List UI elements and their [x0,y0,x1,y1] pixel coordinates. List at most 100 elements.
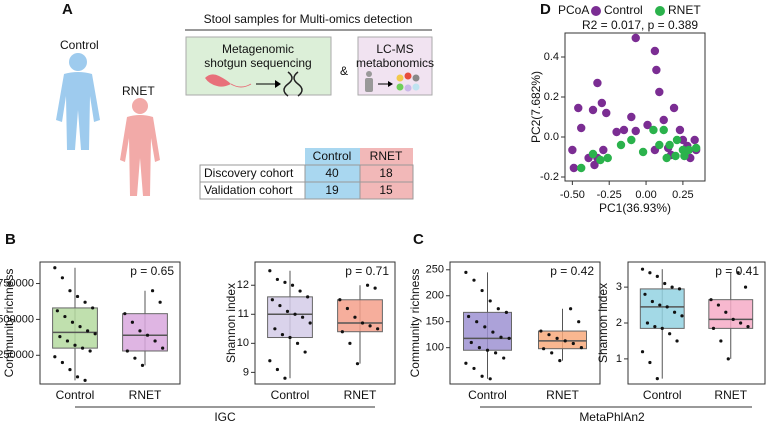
point [577,320,581,324]
point [68,289,72,293]
point [653,324,657,329]
point [73,343,77,347]
y-tick-label: -0.2 [540,171,559,183]
point [655,377,659,381]
point [675,339,679,343]
point [275,277,279,282]
point [663,281,667,286]
y-tick-label: 750000 [0,277,34,289]
y-tick-label: 250 [426,264,444,276]
point [648,360,652,365]
label: Control [60,38,99,52]
box [267,296,313,339]
group-label: MetaPhlAn2 [579,410,645,424]
point [278,303,282,308]
y-tick-label: 9 [243,366,249,378]
dna-icon [283,71,303,97]
point [306,295,310,299]
group-label: IGC [214,410,236,424]
cohort-table: Control RNET Discovery cohort 40 18 Vali… [199,148,414,200]
table-text: Discovery cohort [204,166,294,180]
point [338,298,342,302]
point [469,340,473,345]
point [669,103,679,113]
point [308,321,312,325]
y-tick-label: 250000 [0,349,34,361]
point [86,329,90,333]
point [496,307,500,311]
table-cell [359,181,414,200]
point [571,341,575,346]
point [301,315,305,319]
table-text: 40 [325,166,339,180]
point [68,368,72,372]
point [283,376,287,380]
x-tick-label: RNET [129,388,162,402]
x-tick-label: RNET [714,388,747,402]
plot-frame [449,261,601,385]
x-tick-label: -0.25 [597,189,622,201]
point [123,312,127,316]
point [590,160,599,170]
y-tick-label: 3 [616,281,622,293]
legend-label: Control [604,3,643,17]
box [708,299,754,329]
point [645,321,650,325]
point [55,309,59,313]
point [736,271,740,275]
point [568,145,577,155]
point [627,135,636,145]
point [711,326,716,330]
p-value: p = 0.41 [715,264,759,278]
point [491,330,495,334]
point [273,327,277,331]
point [150,289,155,293]
method-label: LC-MS [376,42,413,56]
point [488,377,492,381]
point [665,140,674,150]
point [677,287,682,291]
point [558,359,562,363]
point [655,87,664,97]
point [477,346,481,350]
y-tick-label: 2 [616,317,622,329]
box [122,313,168,352]
point [631,33,640,43]
point [298,289,302,293]
point [643,292,647,296]
panel-letter: D [540,1,551,18]
y-axis-label: PC2(7.682%) [529,71,543,143]
point [577,163,586,173]
panel-letter: C [413,231,424,248]
point [550,351,554,355]
point [659,115,668,125]
plot-frame [254,261,396,385]
point [303,350,307,354]
point [597,98,607,108]
point [373,286,377,290]
y-tick-label: 1 [616,353,622,365]
point [672,310,677,314]
point [285,309,290,313]
point [680,151,689,161]
point [649,125,658,135]
point [569,163,579,173]
point [268,359,272,363]
table-header: Control [313,149,352,163]
panel-letter: B [5,231,16,248]
point [488,299,492,303]
box [463,311,512,351]
point [563,339,567,343]
point [75,294,80,299]
point [268,269,272,273]
point [746,324,750,329]
point [295,341,300,345]
point [345,306,349,311]
legend-title: PCoA [558,3,589,17]
x-tick-label: RNET [344,388,377,402]
y-tick-label: 100 [426,342,444,354]
table-header: RNET [370,149,403,163]
point [80,346,85,350]
point [140,363,145,367]
point [670,285,674,289]
